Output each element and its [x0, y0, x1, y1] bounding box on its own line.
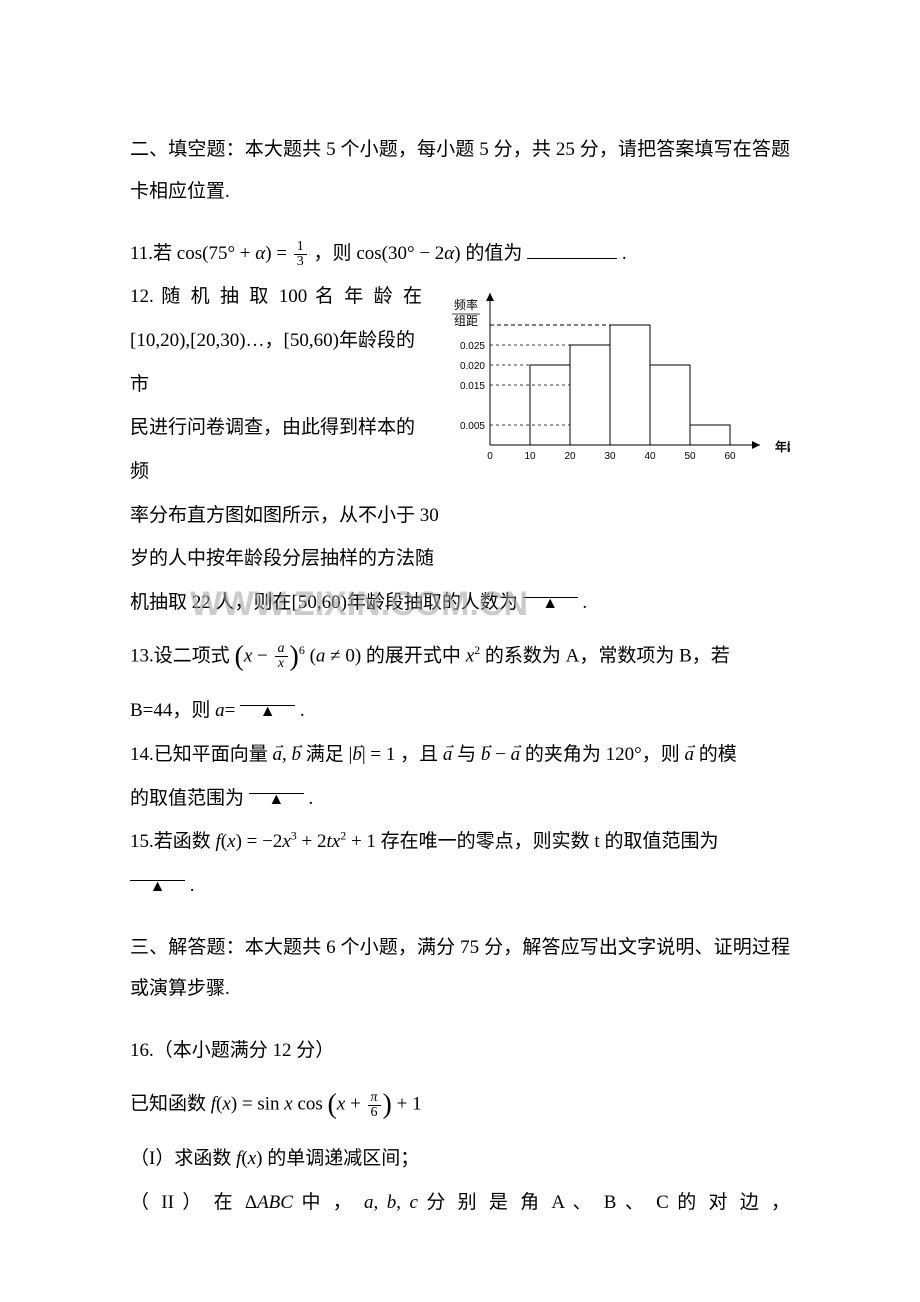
q11-cos1: cos	[177, 243, 202, 264]
svg-text:50: 50	[684, 451, 696, 462]
svg-text:年龄: 年龄	[775, 439, 790, 454]
q12-triangle: ▲	[542, 595, 558, 612]
q15-blank: ▲	[130, 864, 185, 881]
q11-frac-num: 1	[294, 240, 307, 255]
svg-text:60: 60	[724, 451, 736, 462]
q13-line1: 13.设二项式 (x − a x )6 (a ≠ 0) 的展开式中 x2 的系数…	[130, 625, 790, 689]
q13-power: 6	[299, 643, 305, 657]
q13-frac-num: a	[275, 642, 288, 657]
svg-text:0.025: 0.025	[460, 341, 485, 352]
q15-pre: 15.若函数	[130, 831, 211, 852]
q15-line2: ▲ .	[130, 864, 790, 908]
q15-triangle: ▲	[150, 878, 166, 895]
svg-text:0.015: 0.015	[460, 381, 485, 392]
q11-blank	[527, 242, 617, 259]
svg-text:0: 0	[487, 451, 493, 462]
q14-triangle: ▲	[268, 791, 284, 808]
q11-after: 的值为	[465, 243, 522, 264]
section2-header: 二、填空题：本大题共 5 个小题，每小题 5 分，共 25 分，请把答案填写在答…	[130, 129, 790, 213]
q13-after1: 的系数为 A，常数项为 B，若	[485, 645, 730, 666]
q14-mid1: 满足	[306, 744, 344, 765]
q11-cos2: cos	[356, 243, 381, 264]
q14-pre: 14.已知平面向量	[130, 744, 268, 765]
histogram-svg: 频率组距 0.005 0.015 0.020 0.025 0 10 20 30 40 50 60 年龄	[430, 275, 790, 465]
q15-line1: 15.若函数 f(x) = −2x3 + 2tx2 + 1 存在唯一的零点，则实…	[130, 820, 790, 864]
q14-mid2: ，且	[400, 744, 438, 765]
q13-var-a: a	[215, 700, 225, 721]
q16-line1: 16.（本小题满分 12 分）	[130, 1029, 790, 1073]
svg-text:0.020: 0.020	[460, 361, 485, 372]
q13-blank: ▲	[240, 689, 295, 706]
q13-frac-den: x	[275, 657, 288, 671]
q12-line3: 机抽取 22 人，则在[50,60)年龄段抽取的人数为 ▲ .	[130, 581, 790, 625]
q13-triangle: ▲	[260, 703, 276, 720]
q13-pre: 13.设二项式	[130, 645, 230, 666]
q14-line2: 的取值范围为 ▲ .	[130, 777, 790, 821]
q12-block: 频率组距0.0050.0150.0200.0250102030405060年龄 …	[130, 275, 790, 625]
q13-eq: =	[225, 700, 236, 721]
q16-frac-num: π	[368, 1091, 381, 1106]
q12-line2c: 率分布直方图如图所示，从不小于 30	[130, 494, 790, 538]
svg-text:30: 30	[604, 451, 616, 462]
svg-text:0.005: 0.005	[460, 421, 485, 432]
q13-line2-pre: B=44，则	[130, 700, 210, 721]
q13-mid: 的展开式中	[366, 645, 461, 666]
q16-line2-pre: 已知函数	[130, 1093, 206, 1114]
q13-end: .	[300, 700, 305, 721]
q11-frac: 1 3	[294, 240, 307, 269]
q16-frac-den: 6	[368, 1106, 381, 1120]
q11: 11.若 cos(75° + α) = 1 3 ，则 cos(30° − 2α)…	[130, 232, 790, 276]
q14-line1: 14.已知平面向量 a⇀, b⇀ 满足 |b⇀| = 1 ，且 a⇀ 与 b⇀ …	[130, 733, 790, 777]
histogram-container: 频率组距 0.005 0.015 0.020 0.025 0 10 20 30 40 50 60 年龄	[430, 275, 790, 465]
q15-mid: 存在唯一的零点，则实数 t 的取值范围为	[381, 831, 719, 852]
page: WWW.ZIXIN.COM.CN 二、填空题：本大题共 5 个小题，每小题 5 …	[0, 0, 920, 1285]
q13-line2: B=44，则 a= ▲ .	[130, 689, 790, 733]
q11-end: .	[622, 243, 627, 264]
q16-line2: 已知函数 f(x) = sin x cos (x + π 6 ) + 1	[130, 1073, 790, 1137]
q11-frac-den: 3	[294, 255, 307, 269]
svg-text:组距: 组距	[454, 314, 478, 328]
q12-blank: ▲	[523, 581, 578, 598]
q13-frac: a x	[275, 642, 288, 671]
svg-text:频率: 频率	[454, 297, 478, 312]
q16-frac: π 6	[368, 1091, 381, 1120]
q16-part2: （ II ） 在 ΔABC 中 ， a, b, c 分 别 是 角 A 、 B …	[130, 1181, 790, 1225]
q15-end: .	[190, 875, 195, 896]
q14-blank: ▲	[249, 777, 304, 794]
svg-text:10: 10	[524, 451, 536, 462]
q14-mid3: 的夹角为 120°，则	[525, 744, 680, 765]
q12-line2d: 岁的人中按年龄段分层抽样的方法随	[130, 537, 790, 581]
q14-end: .	[309, 788, 314, 809]
q12-line3-text: 机抽取 22 人，则在[50,60)年龄段抽取的人数为	[130, 592, 518, 613]
svg-text:20: 20	[564, 451, 576, 462]
q11-mid: ，则	[314, 243, 352, 264]
q11-pre: 11.若	[130, 243, 172, 264]
section3-header: 三、解答题：本大题共 6 个小题，满分 75 分，解答应写出文字说明、证明过程或…	[130, 927, 790, 1011]
q16-plus1: + 1	[397, 1093, 422, 1114]
q12-end: .	[582, 592, 587, 613]
q16-part1: （I）求函数 f(x) 的单调递减区间；	[130, 1137, 790, 1181]
svg-text:40: 40	[644, 451, 656, 462]
